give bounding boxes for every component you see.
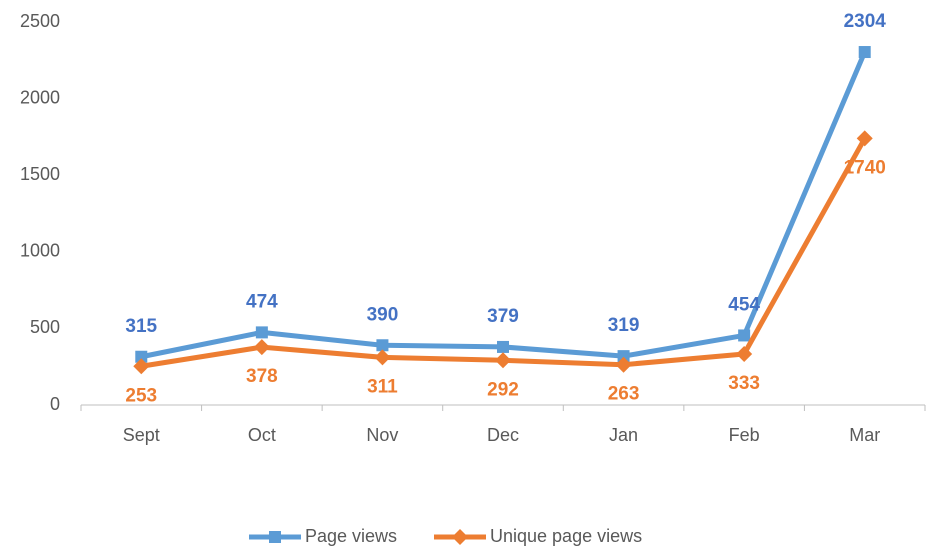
data-label: 292 <box>487 379 519 400</box>
marker <box>133 358 150 375</box>
marker <box>858 46 871 59</box>
data-label: 454 <box>728 294 760 315</box>
data-label: 378 <box>246 366 278 387</box>
x-tick-label: Feb <box>729 425 760 445</box>
y-tick-label: 1000 <box>20 241 60 261</box>
y-tick-label: 0 <box>50 394 60 414</box>
data-label: 1740 <box>844 157 886 178</box>
y-tick-label: 1500 <box>20 164 60 184</box>
series-line <box>140 137 867 369</box>
legend-label: Unique page views <box>490 526 642 546</box>
x-tick-label: Mar <box>849 425 880 445</box>
data-label: 319 <box>608 315 640 336</box>
marker <box>615 356 632 373</box>
data-label: 263 <box>608 384 640 405</box>
marker <box>736 345 753 362</box>
y-tick-label: 2000 <box>20 87 60 107</box>
y-tick-label: 2500 <box>20 11 60 31</box>
marker <box>617 350 630 363</box>
data-label: 311 <box>367 376 398 397</box>
data-label: 379 <box>487 306 519 327</box>
data-label: 315 <box>125 316 157 337</box>
data-label: 474 <box>246 291 278 312</box>
marker <box>374 349 391 366</box>
marker <box>452 529 468 545</box>
legend-label: Page views <box>305 526 397 546</box>
marker <box>135 350 148 363</box>
x-tick-label: Oct <box>248 425 276 445</box>
data-label: 253 <box>125 385 157 406</box>
x-tick-label: Sept <box>123 425 160 445</box>
y-tick-label: 500 <box>30 317 60 337</box>
marker <box>738 329 751 342</box>
x-tick-label: Jan <box>609 425 638 445</box>
marker <box>856 130 873 147</box>
marker <box>495 352 511 369</box>
marker <box>497 340 509 353</box>
marker <box>255 326 268 339</box>
marker <box>253 339 270 356</box>
x-tick-label: Dec <box>487 425 519 445</box>
marker <box>376 339 389 352</box>
x-tick-label: Nov <box>366 425 398 445</box>
data-label: 390 <box>367 304 399 325</box>
marker <box>269 531 281 543</box>
data-label: 2304 <box>844 11 887 32</box>
data-label: 333 <box>728 373 760 394</box>
